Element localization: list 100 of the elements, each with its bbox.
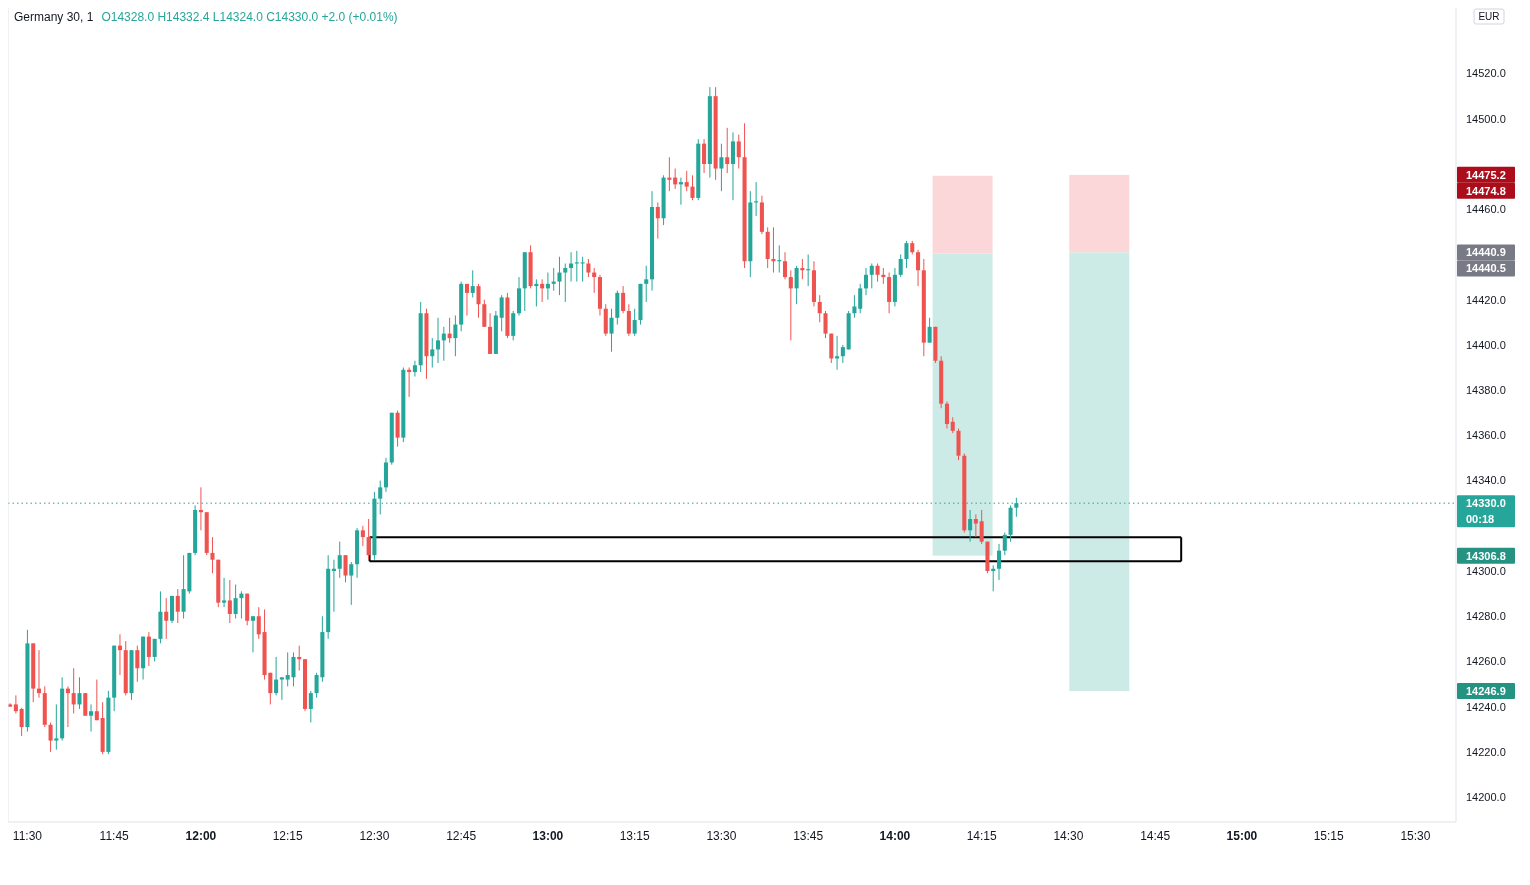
candlestick xyxy=(83,692,88,717)
candlestick xyxy=(788,269,793,341)
candlestick xyxy=(279,676,284,701)
x-tick-label: 15:00 xyxy=(1226,829,1258,843)
candlestick xyxy=(782,251,788,280)
y-tick-label: 14260.0 xyxy=(1466,655,1506,668)
candlestick xyxy=(719,143,724,192)
candlestick xyxy=(499,294,504,332)
candlestick xyxy=(869,263,874,289)
candlestick xyxy=(904,240,909,269)
ref-line-label: 14330.0 xyxy=(1466,497,1506,510)
y-tick-label: 14360.0 xyxy=(1466,429,1506,442)
candlestick xyxy=(77,676,82,710)
candlestick xyxy=(730,131,735,201)
candlestick xyxy=(817,294,822,323)
candlestick xyxy=(164,597,169,640)
candlestick xyxy=(840,344,845,364)
candlestick xyxy=(1002,532,1007,556)
chart-title: Germany 30, 1 xyxy=(14,10,94,24)
candlestick xyxy=(684,170,689,192)
candlestick xyxy=(430,337,435,369)
y-tick-label: 14220.0 xyxy=(1466,745,1506,758)
candlestick xyxy=(580,256,585,283)
candlestick xyxy=(175,588,180,624)
candlestick xyxy=(48,722,53,753)
text: 14474.8 xyxy=(1466,184,1506,197)
candlestick xyxy=(274,656,279,696)
candlestick xyxy=(233,584,238,619)
candlestick xyxy=(852,294,857,319)
candlestick xyxy=(13,694,18,714)
y-tick-label: 14340.0 xyxy=(1466,474,1506,487)
candlestick xyxy=(135,645,140,683)
y-tick-label: 14300.0 xyxy=(1466,564,1506,577)
candlestick xyxy=(979,509,984,545)
candlestick xyxy=(944,400,949,430)
candlestick xyxy=(453,315,458,357)
candlestick xyxy=(968,509,973,543)
candlestick xyxy=(916,249,921,287)
bar xyxy=(1069,252,1130,692)
y-tick-label: 14200.0 xyxy=(1466,790,1506,803)
candlestick xyxy=(973,513,978,538)
text: 14475.2 xyxy=(1466,168,1506,181)
chart-subtitle: O14328.0 H14332.4 L14324.0 C14330.0 +2.0 (+0.01%) xyxy=(101,10,398,24)
x-tick-label: 15:15 xyxy=(1313,829,1344,843)
candlestick xyxy=(250,615,256,653)
x-tick-label: 14:15 xyxy=(966,829,997,843)
candlestick xyxy=(586,258,591,278)
candlestick xyxy=(94,679,99,721)
text: 14440.9 xyxy=(1466,246,1506,259)
y-tick-label: 14400.0 xyxy=(1466,338,1506,351)
candlestick xyxy=(343,554,348,583)
candlestick xyxy=(482,299,487,328)
candlestick xyxy=(557,256,562,296)
candlestick xyxy=(337,541,342,579)
candlestick xyxy=(476,283,481,319)
candlestick xyxy=(412,360,417,378)
y-tick-label: 14500.0 xyxy=(1466,112,1506,125)
candlestick xyxy=(71,667,76,714)
candlestick xyxy=(54,703,59,751)
bar xyxy=(932,175,993,254)
candlestick xyxy=(725,127,730,174)
candlestick xyxy=(470,269,475,298)
candlestick xyxy=(308,690,313,724)
candlestick xyxy=(89,703,94,733)
candlestick xyxy=(690,174,695,201)
candlestick xyxy=(360,525,365,547)
y-tick-label: 14380.0 xyxy=(1466,383,1506,396)
bar xyxy=(1069,174,1130,253)
candlestick xyxy=(794,265,799,305)
bar xyxy=(932,253,993,556)
x-tick-label: 11:30 xyxy=(12,829,43,843)
candlestick xyxy=(898,253,903,278)
x-tick-label: 14:00 xyxy=(879,829,911,843)
text: 14306.8 xyxy=(1466,549,1506,562)
candlestick xyxy=(210,536,215,574)
x-tick-label: 11:45 xyxy=(99,829,130,843)
x-tick-label: 14:45 xyxy=(1140,829,1171,843)
candlestick xyxy=(19,707,24,737)
x-tick-label: 13:15 xyxy=(619,829,651,843)
text: 00:18 xyxy=(1466,513,1495,526)
candlestick xyxy=(621,285,626,314)
y-tick-label: 14240.0 xyxy=(1466,700,1506,713)
x-tick-label: 13:00 xyxy=(532,829,564,843)
candlestick xyxy=(609,308,614,353)
x-tick-label: 13:45 xyxy=(793,829,824,843)
x-tick-label: 12:00 xyxy=(185,829,217,843)
y-tick-label: 14420.0 xyxy=(1466,293,1506,306)
x-tick-label: 12:15 xyxy=(272,829,304,843)
candlestick xyxy=(256,606,261,640)
candlestick xyxy=(927,317,932,344)
candlestick xyxy=(875,263,880,283)
candlestick xyxy=(222,577,227,608)
candlestick xyxy=(632,308,637,337)
x-tick-label: 13:30 xyxy=(706,829,737,843)
y-tick-label: 14280.0 xyxy=(1466,610,1506,623)
candlestick xyxy=(511,310,516,341)
y-tick-label: 14460.0 xyxy=(1466,203,1506,216)
candlestick xyxy=(863,267,869,296)
x-tick-label: 14:30 xyxy=(1053,829,1084,843)
candlestick xyxy=(702,138,707,174)
